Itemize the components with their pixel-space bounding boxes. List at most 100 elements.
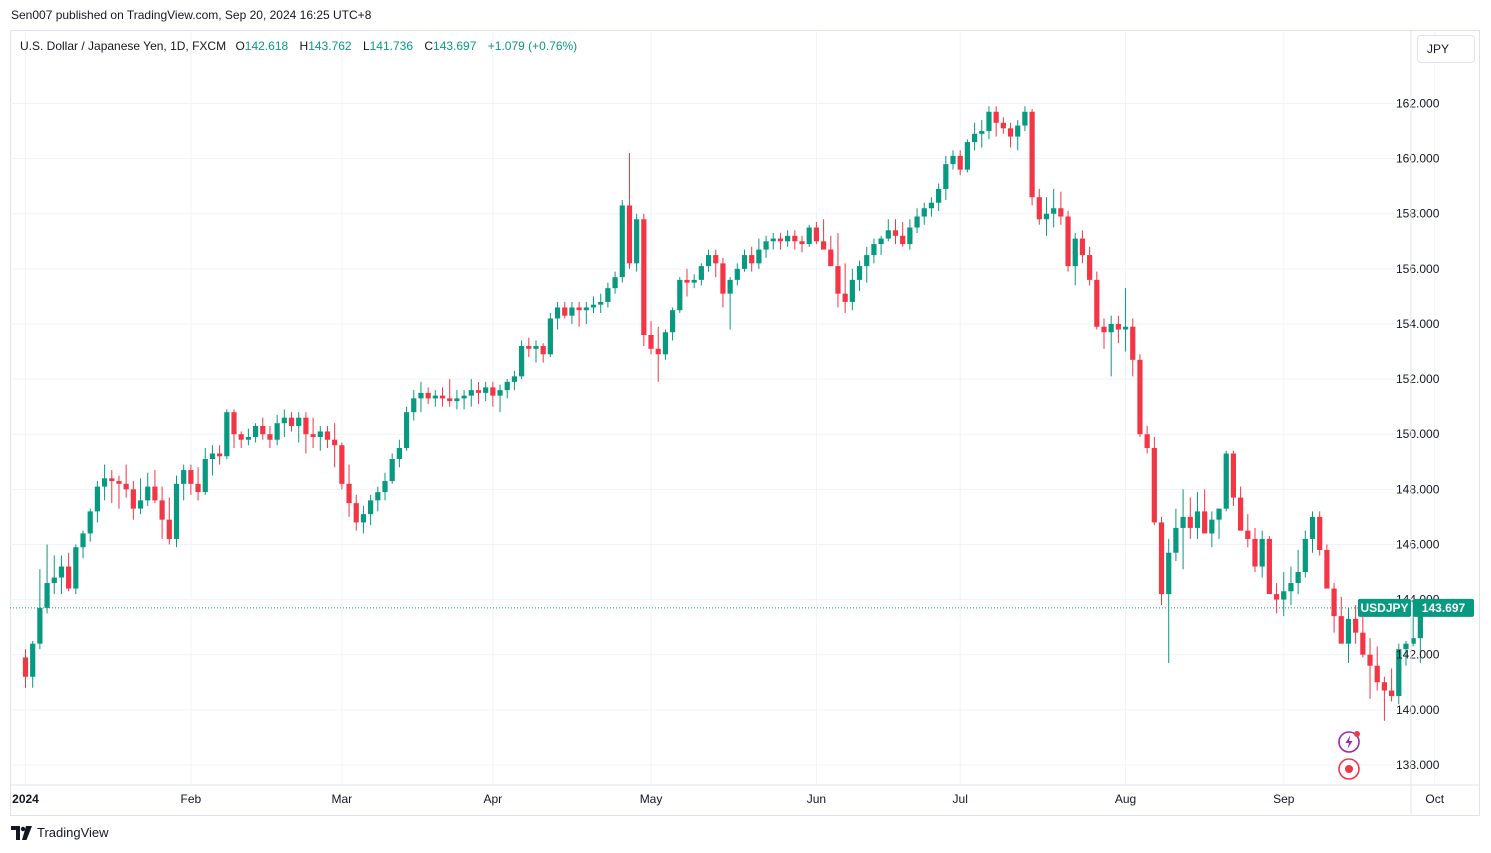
price-tick-label: 154.000 bbox=[1396, 317, 1440, 331]
candle-body bbox=[411, 398, 417, 413]
candle-body bbox=[1058, 208, 1064, 217]
candle-body bbox=[1273, 594, 1280, 600]
candle-body bbox=[137, 500, 144, 509]
candle-body bbox=[907, 227, 913, 245]
candle-body bbox=[806, 227, 812, 245]
price-tag-value: 143.697 bbox=[1422, 601, 1466, 615]
candle-body bbox=[73, 547, 79, 589]
candle-body bbox=[662, 332, 669, 355]
candle-body bbox=[936, 188, 942, 203]
candle-body bbox=[389, 459, 395, 482]
candle-body bbox=[1367, 654, 1373, 666]
price-axis: 138.000140.000142.000144.000146.000148.0… bbox=[1396, 30, 1440, 815]
candle-body bbox=[1295, 572, 1301, 584]
candle-body bbox=[281, 417, 287, 424]
currency-button[interactable]: JPY bbox=[1417, 35, 1475, 63]
candle-body bbox=[37, 607, 43, 644]
time-tick-label: May bbox=[640, 792, 663, 806]
time-tick-label: Aug bbox=[1115, 792, 1136, 806]
candle-body bbox=[360, 514, 367, 523]
price-tick-label: 160.000 bbox=[1396, 152, 1440, 166]
candle-body bbox=[382, 481, 388, 493]
candle-body bbox=[87, 511, 93, 534]
candle-body bbox=[1137, 359, 1143, 435]
candle-body bbox=[1230, 453, 1237, 498]
candle-body bbox=[1374, 665, 1380, 683]
candle-body bbox=[979, 131, 985, 134]
candle-body bbox=[1173, 527, 1179, 553]
candle-body bbox=[562, 307, 568, 316]
candle-body bbox=[454, 398, 460, 402]
candle-body bbox=[353, 503, 359, 523]
candle-body bbox=[202, 459, 208, 493]
candle-body bbox=[842, 293, 848, 302]
candle-body bbox=[792, 235, 798, 242]
candle-body bbox=[777, 238, 784, 242]
candle-body bbox=[519, 346, 525, 377]
candle-body bbox=[475, 390, 482, 393]
candle-body bbox=[554, 307, 561, 319]
candle-body bbox=[1065, 216, 1071, 267]
candle-body bbox=[468, 390, 474, 396]
price-tag-value-bg bbox=[1413, 598, 1474, 617]
grid-lines bbox=[10, 30, 1436, 785]
candle-body bbox=[1252, 538, 1258, 567]
candle-body bbox=[1223, 453, 1229, 509]
candle-body bbox=[274, 423, 280, 440]
high-value: 143.762 bbox=[308, 39, 352, 53]
candle-body bbox=[1281, 591, 1287, 600]
lightning-icon[interactable] bbox=[1337, 729, 1363, 755]
change-value: +1.079 (+0.76%) bbox=[487, 39, 578, 53]
candle-body bbox=[288, 417, 295, 426]
candle-body bbox=[828, 249, 834, 267]
candle-body bbox=[181, 470, 187, 484]
symbol-title[interactable]: U.S. Dollar / Japanese Yen, 1D, FXCM bbox=[20, 39, 227, 53]
candle-body bbox=[504, 381, 510, 391]
candle-body bbox=[813, 227, 819, 242]
candle-body bbox=[720, 263, 726, 294]
candle-body bbox=[856, 266, 863, 280]
candle-body bbox=[677, 279, 683, 311]
candle-body bbox=[101, 478, 108, 487]
candle-body bbox=[439, 395, 446, 399]
candle-body bbox=[303, 417, 309, 435]
candle-body bbox=[864, 255, 870, 267]
candle-body bbox=[878, 238, 884, 245]
footer-brand[interactable]: TradingView bbox=[37, 825, 109, 840]
time-tick-label: Oct bbox=[1425, 792, 1444, 806]
candle-body bbox=[820, 241, 827, 250]
candle-body bbox=[231, 412, 237, 435]
candle-body bbox=[576, 307, 582, 311]
record-icon[interactable] bbox=[1337, 757, 1363, 783]
candle-body bbox=[166, 519, 172, 539]
candle-body bbox=[1216, 508, 1222, 520]
candle-body bbox=[799, 241, 805, 245]
candle-body bbox=[490, 387, 496, 396]
candle-body bbox=[195, 483, 201, 493]
candle-body bbox=[245, 436, 251, 440]
candle-body bbox=[188, 470, 194, 484]
candle-body bbox=[734, 268, 740, 280]
candle-body bbox=[1331, 588, 1337, 617]
open-value: 142.618 bbox=[244, 39, 289, 53]
candle-body bbox=[1259, 538, 1265, 567]
candle-body bbox=[346, 483, 352, 504]
candle-body bbox=[605, 288, 611, 302]
chart-pane[interactable] bbox=[10, 30, 1480, 816]
candle-body bbox=[368, 500, 374, 515]
candle-body bbox=[1238, 497, 1244, 531]
candle-body bbox=[1396, 649, 1402, 697]
candle-body bbox=[583, 307, 589, 311]
candle-body bbox=[986, 111, 992, 132]
price-tick-label: 162.000 bbox=[1396, 97, 1440, 111]
candle-body bbox=[835, 266, 841, 294]
candle-body bbox=[1288, 583, 1294, 592]
candle-body bbox=[540, 346, 546, 355]
candle-body bbox=[1051, 208, 1057, 214]
candle-body bbox=[252, 425, 259, 437]
price-tick-label: 140.000 bbox=[1396, 703, 1440, 717]
candle-body bbox=[1022, 111, 1028, 126]
candle-body bbox=[547, 318, 553, 355]
candle-body bbox=[741, 255, 748, 269]
